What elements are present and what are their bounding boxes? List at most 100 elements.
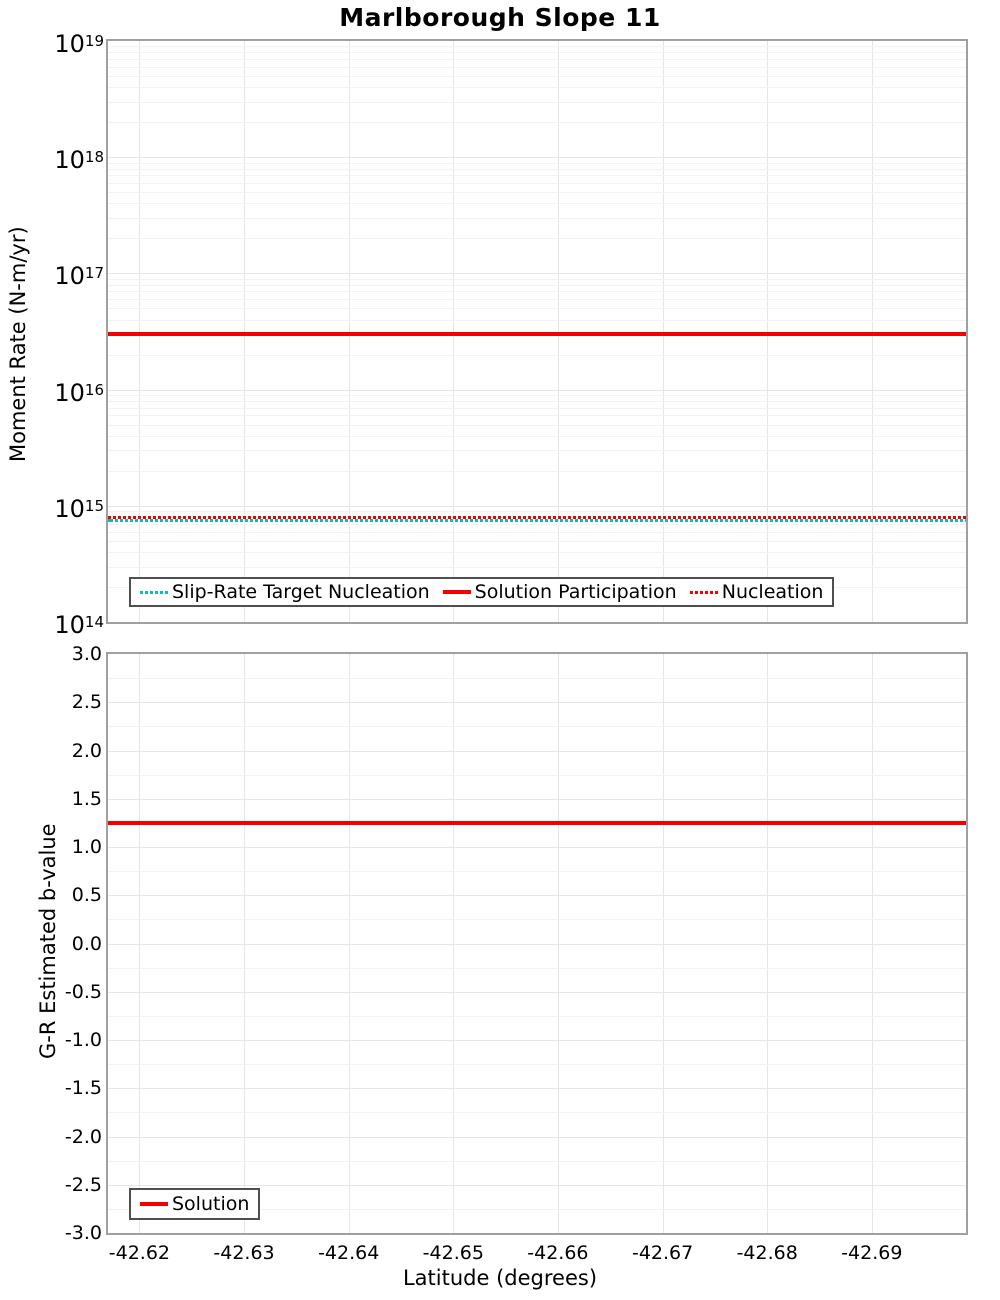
gridline-major — [108, 702, 966, 704]
legend-item-slip-rate-target-nucleation: Slip-Rate Target Nucleation — [140, 581, 430, 603]
gridline-vertical — [662, 654, 664, 1233]
chart-title: Marlborough Slope 11 — [339, 3, 661, 32]
gridline-major — [108, 157, 966, 159]
gridline-minor — [108, 52, 966, 54]
legend-b-value: Solution — [129, 1188, 261, 1220]
y-tick-label-0.5: 0.5 — [71, 884, 102, 907]
gridline-minor — [108, 175, 966, 177]
legend-solid-line-swatch — [140, 1202, 168, 1206]
gridline-vertical — [453, 654, 455, 1233]
gridline-minor — [108, 76, 966, 77]
gridline-major — [108, 1136, 966, 1138]
gridline-major — [108, 1088, 966, 1090]
gridline-minor — [108, 450, 966, 452]
gridline-minor — [108, 1112, 966, 1114]
legend-item-nucleation: Nucleation — [689, 581, 824, 603]
gridline-minor — [108, 726, 966, 728]
gridline-minor — [108, 122, 966, 124]
series-line-solution-participation — [108, 332, 966, 337]
y-tick-label--2.5: -2.5 — [64, 1173, 102, 1196]
y-tick-label--0.5: -0.5 — [64, 980, 102, 1003]
gridline-minor — [108, 511, 966, 513]
gridline-minor — [108, 183, 966, 184]
gridline-minor — [108, 531, 966, 533]
gridline-minor — [108, 192, 966, 194]
y-tick-label-1e16: 1016 — [54, 378, 104, 407]
legend-label: Solution — [172, 1193, 250, 1215]
gridline-minor — [108, 540, 966, 542]
moment-rate-plot-area: Slip-Rate Target Nucleation Solution Part… — [106, 39, 968, 624]
x-tick-label--42.64: -42.64 — [318, 1242, 380, 1264]
gridline-minor — [108, 566, 966, 568]
gridline-minor — [108, 59, 966, 60]
legend-item-solution: Solution — [140, 1193, 249, 1215]
gridline-minor — [108, 919, 966, 921]
legend-dotted-line-swatch — [689, 590, 718, 594]
x-tick-label--42.65: -42.65 — [422, 1242, 484, 1264]
gridline-minor — [108, 46, 966, 48]
y-tick-label-1e14: 1014 — [54, 611, 104, 639]
gridline-minor — [108, 162, 966, 164]
gridline-major — [108, 895, 966, 897]
gridline-minor — [108, 291, 966, 293]
gridline-minor — [108, 1064, 966, 1066]
gridline-major — [108, 1184, 966, 1186]
legend-moment-rate: Slip-Rate Target Nucleation Solution Part… — [129, 577, 835, 607]
gridline-major — [108, 505, 966, 507]
gridline-minor — [108, 101, 966, 103]
series-line-slip-rate-target-nucleation — [108, 519, 966, 523]
gridline-minor — [108, 394, 966, 396]
y-tick-label-1.0: 1.0 — [71, 836, 102, 858]
y-tick-label--1.0: -1.0 — [64, 1029, 102, 1051]
x-tick-label--42.66: -42.66 — [527, 1242, 589, 1264]
gridline-minor — [108, 299, 966, 301]
gridline-minor — [108, 435, 966, 437]
x-axis-label: Latitude (degrees) — [402, 1266, 598, 1290]
gridline-major — [108, 750, 966, 752]
gridline-minor — [108, 238, 966, 240]
x-tick-label--42.63: -42.63 — [213, 1242, 275, 1264]
gridline-minor — [108, 308, 966, 310]
gridline-major — [108, 943, 966, 945]
y-tick-label-1.5: 1.5 — [71, 787, 102, 810]
b-value-plot-area: Solution — [106, 652, 968, 1235]
gridline-minor — [108, 523, 966, 525]
gridline-major — [108, 1040, 966, 1041]
y-tick-label-1e15: 1015 — [54, 494, 104, 523]
gridline-minor — [108, 284, 966, 286]
gridline-minor — [108, 1160, 966, 1162]
legend-label: Solution Participation — [474, 581, 677, 603]
series-line-nucleation — [108, 516, 966, 520]
gridline-minor — [108, 424, 966, 426]
gridline-minor — [108, 203, 966, 205]
x-tick-label--42.69: -42.69 — [841, 1242, 903, 1264]
y-tick-label-1e19: 1019 — [54, 30, 104, 58]
gridline-vertical — [871, 654, 873, 1233]
gridline-minor — [108, 774, 966, 776]
legend-label: Slip-Rate Target Nucleation — [172, 581, 430, 603]
gridline-minor — [108, 354, 966, 356]
y-tick-label-0.0: 0.0 — [71, 932, 102, 955]
gridline-minor — [108, 871, 966, 873]
y-tick-label-2.0: 2.0 — [71, 739, 102, 762]
series-line-solution — [108, 820, 966, 825]
gridline-minor — [108, 678, 966, 680]
legend-label: Nucleation — [721, 581, 824, 603]
gridline-major — [108, 389, 966, 391]
gridline-minor — [108, 168, 966, 170]
y-tick-label-2.5: 2.5 — [71, 691, 102, 714]
gridline-minor — [108, 218, 966, 219]
gridline-minor — [108, 278, 966, 280]
x-tick-label--42.62: -42.62 — [108, 1242, 171, 1264]
gridline-vertical — [139, 654, 141, 1233]
gridline-minor — [108, 552, 966, 553]
gridline-minor — [108, 1015, 966, 1017]
legend-solid-line-swatch — [442, 590, 471, 594]
gridline-minor — [108, 967, 966, 969]
gridline-minor — [108, 400, 966, 402]
gridline-vertical — [767, 654, 769, 1233]
legend-dotted-line-swatch — [140, 590, 168, 594]
gridline-major — [108, 273, 966, 275]
gridline-minor — [108, 407, 966, 409]
gridline-minor — [108, 415, 966, 417]
